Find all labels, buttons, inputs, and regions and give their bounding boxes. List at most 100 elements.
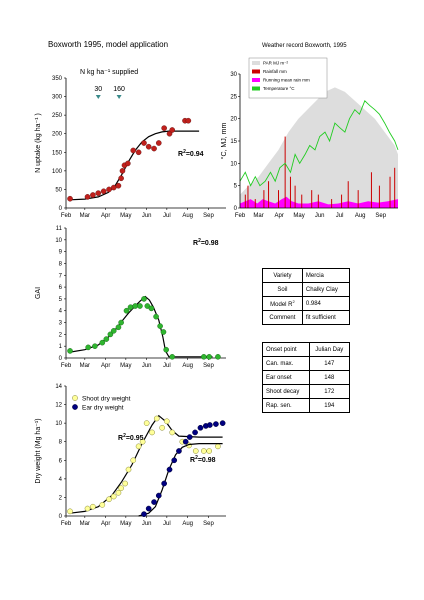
shoot-point <box>90 503 96 510</box>
n-uptake-point <box>84 194 91 200</box>
table-row: Comment fit sufficient <box>262 310 351 325</box>
y-tick-label: 200 <box>52 132 63 138</box>
ear-point <box>155 492 162 499</box>
gai-point <box>163 346 169 353</box>
temperature-line <box>239 100 399 187</box>
x-tick-label: Aug <box>355 213 366 219</box>
shoot-point <box>139 438 146 445</box>
y-tick-label: 25 <box>230 94 237 100</box>
onset-value: 148 <box>308 370 351 385</box>
y-tick-label: 5 <box>59 297 63 303</box>
ear-point <box>141 511 147 517</box>
y-tick-label: 250 <box>52 113 63 119</box>
shoot-point <box>125 466 132 473</box>
shoot-point <box>118 485 124 491</box>
n-uptake-point <box>100 188 107 195</box>
y-tick-label: 0 <box>59 206 63 212</box>
shoot-point <box>84 505 91 512</box>
legend-label: Running mean rain mm <box>263 78 310 83</box>
shoot-point <box>153 415 160 422</box>
n-uptake-r2: R2=0.94 <box>178 149 204 158</box>
shoot-point <box>169 429 176 436</box>
ear-point <box>145 505 152 512</box>
legend-swatch <box>252 86 260 91</box>
shoot-point <box>200 448 207 454</box>
gai-point <box>67 348 73 354</box>
y-tick-label: 350 <box>52 76 63 82</box>
y-tick-label: 50 <box>55 187 62 193</box>
gai-point <box>115 324 122 331</box>
gai-point <box>215 354 221 360</box>
x-tick-label: Jun <box>142 213 152 219</box>
ear-point <box>171 457 178 464</box>
onset-table: Onset point Julian Day Can. max. 147 Ear… <box>262 342 351 413</box>
variety-table: Variety Mercia Soil Chalky Clay Model R2… <box>262 268 351 325</box>
x-tick-label: May <box>293 213 304 219</box>
onset-header-value: Julian Day <box>308 342 351 357</box>
gai-point <box>137 303 143 309</box>
x-tick-label: Feb <box>61 521 72 527</box>
gai-point <box>169 354 176 360</box>
table-row: Soil Chalky Clay <box>262 282 351 297</box>
y-tick-label: 100 <box>52 169 63 175</box>
x-tick-label: Jun <box>142 363 152 369</box>
onset-value: 147 <box>308 356 351 371</box>
x-tick-label: Sep <box>375 213 386 219</box>
shoot-point <box>143 420 150 426</box>
shoot-point <box>67 508 73 515</box>
gai-point <box>127 304 134 310</box>
y-tick-label: 11 <box>56 226 63 232</box>
y-tick-label: 150 <box>52 150 63 156</box>
y-axis-label: GAI <box>35 287 42 299</box>
y-tick-label: 0 <box>59 356 63 362</box>
n-uptake-point <box>115 182 122 189</box>
y-tick-label: 300 <box>52 95 63 101</box>
y-tick-label: 0 <box>234 206 238 212</box>
x-tick-label: May <box>120 363 131 369</box>
y-tick-label: 2 <box>59 495 63 501</box>
ear-point <box>186 434 193 440</box>
legend-label: Temperature °C <box>263 86 295 91</box>
legend-label: PAR MJ m⁻² <box>263 61 289 66</box>
comment-label: Comment <box>262 310 303 325</box>
legend-marker <box>72 395 78 401</box>
y-tick-label: 4 <box>59 309 63 315</box>
x-tick-label: Jul <box>336 213 344 219</box>
y-tick-label: 14 <box>55 384 62 390</box>
onset-header-label: Onset point <box>262 342 310 357</box>
ear-point <box>161 480 168 487</box>
x-tick-label: Aug <box>182 363 193 369</box>
shoot-point <box>163 418 170 425</box>
gai-point <box>141 296 147 302</box>
ear-r2: R2=0.98 <box>190 455 216 464</box>
y-tick-label: 10 <box>55 238 62 244</box>
gai-point <box>99 339 106 346</box>
x-tick-label: May <box>120 213 131 219</box>
n-uptake-point <box>135 149 142 156</box>
x-tick-label: Jul <box>163 213 171 219</box>
fertiliser-marker <box>116 95 122 99</box>
table-row: Shoot decay 172 <box>262 384 351 399</box>
n-uptake-chart: 0 50 100 150 200 250 300 350 Feb Mar Apr May Jun Jul A… <box>35 69 226 219</box>
onset-label: Can. max. <box>262 356 310 371</box>
y-tick-label: 6 <box>59 458 63 464</box>
n-uptake-point <box>130 147 137 154</box>
onset-value: 194 <box>308 398 351 413</box>
shoot-point <box>192 448 199 454</box>
x-tick-label: Feb <box>235 213 246 219</box>
fertiliser-title: N kg ha⁻¹ supplied <box>80 69 138 76</box>
y-tick-label: 1 <box>59 344 63 350</box>
shoot-point <box>110 493 117 500</box>
x-tick-label: Apr <box>101 213 110 219</box>
y-tick-label: 8 <box>59 440 63 446</box>
n-uptake-point <box>119 168 126 174</box>
onset-label: Shoot decay <box>262 384 310 399</box>
gai-point <box>107 331 114 338</box>
n-uptake-point <box>141 140 147 146</box>
ear-point <box>192 429 198 436</box>
x-tick-label: Apr <box>101 363 110 369</box>
y-tick-label: 12 <box>55 403 62 409</box>
y-axis-label: °C, MJ, mm <box>220 123 228 160</box>
x-tick-label: Sep <box>203 363 214 369</box>
x-tick-label: Aug <box>182 213 193 219</box>
